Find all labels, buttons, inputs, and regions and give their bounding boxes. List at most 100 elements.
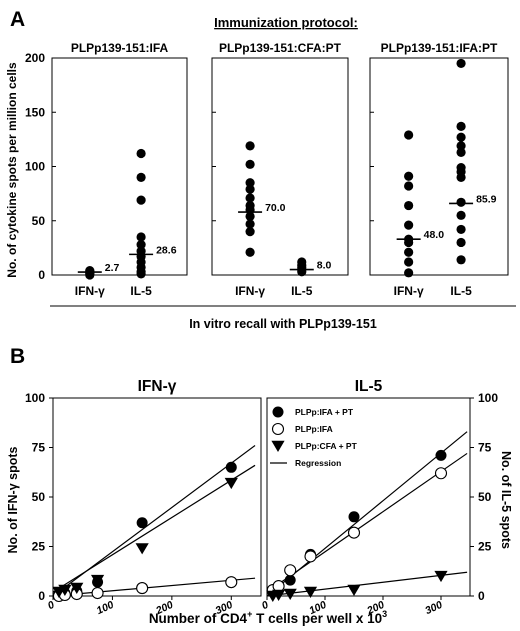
data-point — [245, 219, 255, 229]
panel-a-footer: In vitro recall with PLPp139-151 — [189, 317, 377, 331]
data-point — [245, 193, 255, 203]
data-point — [136, 148, 146, 159]
data-point — [435, 449, 447, 461]
xlabel-pre: Number of CD4 — [149, 611, 248, 626]
category-label: IL-5 — [291, 284, 313, 298]
panel-b-ylabel-left: No. of IFN-γ spots — [6, 446, 20, 553]
data-point — [245, 159, 255, 169]
data-point — [136, 582, 149, 595]
subpanel-frame — [51, 57, 188, 276]
data-point — [85, 266, 95, 276]
data-point — [245, 141, 255, 151]
y-tick-label: 100 — [25, 160, 45, 174]
median-label: 8.0 — [317, 260, 332, 272]
xlabel-sup2: 3 — [382, 609, 387, 619]
data-point — [456, 224, 466, 235]
data-point — [272, 589, 286, 601]
regression-line — [53, 577, 256, 596]
data-point — [456, 121, 466, 131]
median-label: 85.9 — [476, 193, 497, 205]
immunization-header: Immunization protocol: — [214, 15, 358, 30]
data-point — [404, 268, 414, 278]
data-point — [245, 227, 255, 237]
panel-a-plots: PLPp139-151:IFAIFN-γ2.7IL-528.6PLPp139-1… — [25, 41, 509, 298]
legend-label: PLPp:CFA + PT — [295, 441, 358, 451]
regression-group — [53, 445, 256, 596]
legend-label: PLPp:IFA — [295, 424, 333, 434]
y-tick-label: 150 — [25, 105, 45, 119]
data-point — [245, 178, 255, 188]
category-label: IFN-γ — [235, 284, 265, 298]
data-point — [348, 511, 360, 523]
subpanel-title: IFN-γ — [138, 378, 177, 395]
data-point — [434, 570, 448, 583]
x-tick-label: 100 — [95, 599, 116, 617]
data-point — [404, 257, 414, 267]
data-point — [456, 255, 466, 265]
data-point — [283, 588, 297, 600]
y-tick-label-left: 75 — [32, 441, 46, 455]
median-label: 48.0 — [424, 229, 445, 241]
y-tick-label: 0 — [38, 268, 45, 282]
data-point — [136, 269, 146, 279]
data-point — [224, 477, 238, 490]
panel-b-xlabel: Number of CD4+ T cells per well x 103 — [149, 609, 387, 626]
data-point — [434, 467, 448, 480]
data-point — [456, 58, 466, 69]
data-point — [58, 584, 72, 596]
data-point — [136, 232, 146, 242]
data-point — [272, 406, 284, 418]
regression-line — [267, 452, 468, 593]
data-point — [456, 172, 466, 182]
panel-a-ylabel: No. of cytokine spots per million cells — [5, 62, 19, 278]
subpanel-frame — [52, 397, 262, 597]
data-point — [456, 147, 466, 157]
category-label: IL-5 — [450, 284, 472, 298]
data-point — [456, 210, 466, 220]
data-point — [404, 130, 414, 140]
y-tick-label-right: 50 — [478, 490, 492, 504]
panel-b-ylabel-right: No. of IL-5 spots — [499, 451, 513, 549]
subpanel-title: IL-5 — [355, 378, 383, 395]
data-point — [284, 564, 297, 577]
legend-label: Regression — [295, 458, 341, 468]
x-tick-label: 300 — [423, 599, 444, 617]
y-tick-label-right: 100 — [478, 391, 498, 405]
xlabel-mid: T cells per well x 10 — [252, 611, 382, 626]
data-point — [456, 141, 466, 151]
regression-group — [267, 431, 468, 596]
data-point — [136, 195, 146, 205]
y-tick-label: 200 — [25, 51, 45, 65]
data-point — [136, 240, 146, 250]
category-label: IFN-γ — [394, 284, 424, 298]
panel-a-letter: A — [10, 8, 25, 31]
data-point — [136, 517, 148, 529]
regression-line — [267, 571, 468, 596]
data-point — [456, 237, 466, 248]
data-point — [90, 574, 105, 587]
y-tick-label-left: 0 — [38, 589, 45, 603]
median-label: 28.6 — [156, 244, 177, 256]
data-point — [284, 574, 296, 586]
category-label: IL-5 — [130, 284, 152, 298]
data-point — [404, 181, 414, 191]
data-point — [245, 247, 255, 257]
data-point — [135, 543, 149, 555]
legend-label: PLPp:IFA + PT — [295, 407, 354, 417]
data-point — [91, 586, 104, 600]
median-label: 70.0 — [265, 202, 286, 214]
y-tick-label-right: 0 — [478, 589, 485, 603]
data-point — [347, 584, 361, 596]
data-point — [404, 200, 414, 211]
data-point — [225, 461, 237, 473]
subpanel-title: PLPp139-151:IFA — [71, 41, 169, 55]
data-point — [404, 171, 414, 181]
subpanel-frame — [211, 57, 349, 276]
data-point — [271, 440, 285, 452]
panel-b-letter: B — [10, 345, 25, 368]
x-tick-label: 0 — [260, 599, 271, 612]
xlabel-sup1: + — [247, 609, 252, 619]
median-label: 2.7 — [105, 262, 120, 274]
